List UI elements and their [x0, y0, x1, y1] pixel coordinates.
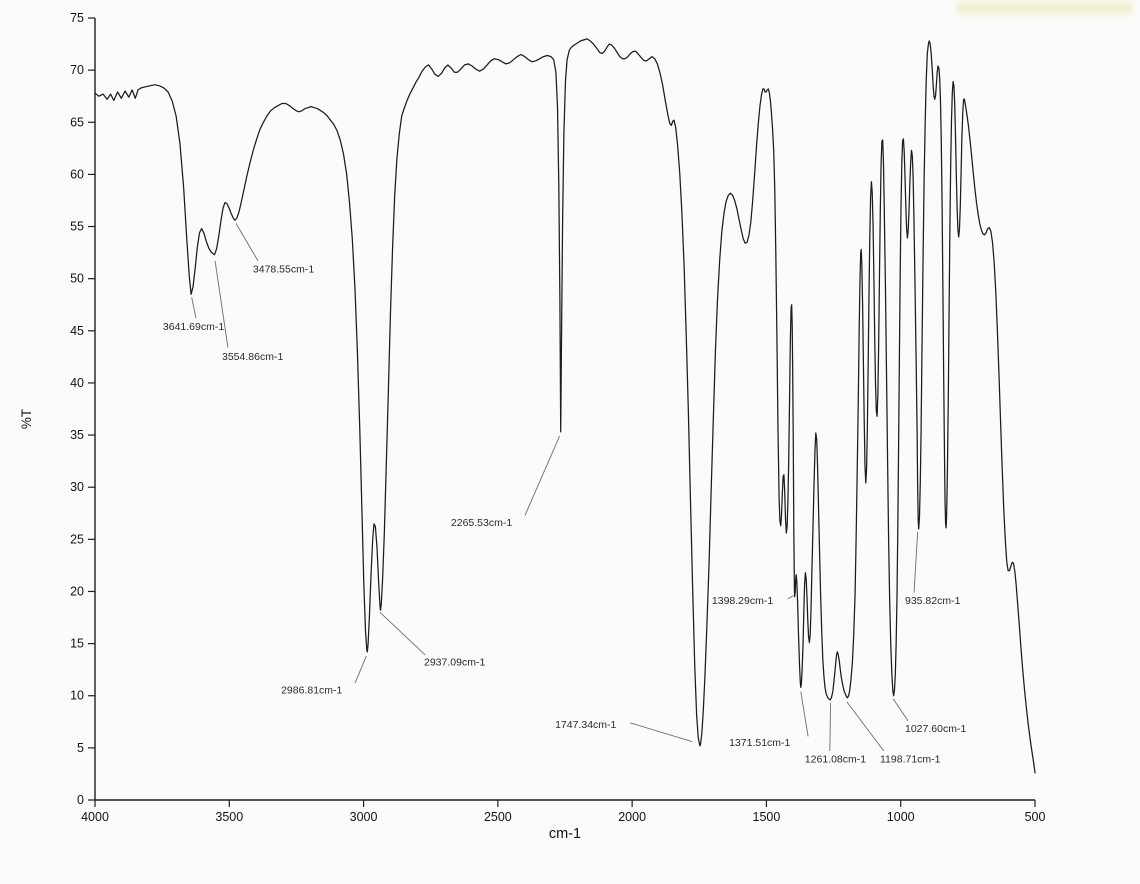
y-axis-title: %T — [19, 409, 34, 429]
peak-leader-line — [524, 435, 561, 516]
peak-leader-line — [846, 701, 885, 752]
peak-leader-line — [913, 531, 919, 593]
peak-label: 2265.53cm-1 — [451, 517, 512, 529]
peak-leader-line — [191, 297, 197, 319]
x-axis-title: cm-1 — [549, 826, 581, 842]
scan-artifact-smudge — [957, 2, 1132, 14]
x-tick-label: 3000 — [350, 810, 378, 824]
y-tick-label: 75 — [70, 11, 84, 25]
peak-leader-line — [629, 722, 693, 743]
x-tick-label: 4000 — [81, 810, 109, 824]
peak-label: 1371.51cm-1 — [729, 737, 790, 749]
y-tick-label: 40 — [70, 376, 84, 390]
y-tick-label: 15 — [70, 637, 84, 651]
y-tick-label: 30 — [70, 480, 84, 494]
y-tick-label: 5 — [77, 741, 84, 755]
y-tick-label: 70 — [70, 63, 84, 77]
y-tick-label: 55 — [70, 220, 84, 234]
peak-label: 2937.09cm-1 — [424, 657, 485, 669]
y-tick-label: 0 — [77, 793, 84, 807]
peak-label: 1198.71cm-1 — [880, 754, 941, 766]
peak-label: 3641.69cm-1 — [163, 321, 224, 333]
peak-leader-line — [379, 611, 426, 656]
peak-label: 935.82cm-1 — [905, 595, 961, 607]
peak-label: 1398.29cm-1 — [712, 595, 773, 607]
x-tick-label: 500 — [1025, 810, 1046, 824]
peak-leader-line — [214, 260, 229, 348]
y-tick-label: 20 — [70, 584, 84, 598]
peak-leader-line — [235, 223, 259, 262]
peak-label: 1747.34cm-1 — [555, 719, 616, 731]
peak-leader-line — [892, 698, 909, 722]
peak-leader-line — [787, 595, 794, 600]
peak-label: 3554.86cm-1 — [222, 351, 283, 363]
y-tick-label: 45 — [70, 324, 84, 338]
peak-leader-line — [829, 702, 832, 752]
spectrum-curve — [94, 38, 1036, 774]
x-tick-label: 1500 — [753, 810, 781, 824]
peak-label: 1027.60cm-1 — [905, 723, 966, 735]
x-tick-label: 2000 — [618, 810, 646, 824]
x-tick-label: 2500 — [484, 810, 512, 824]
peak-leader-line — [354, 655, 367, 684]
peak-leader-line — [800, 691, 809, 737]
x-tick-label: 1000 — [887, 810, 915, 824]
y-tick-label: 65 — [70, 115, 84, 129]
x-tick-label: 3500 — [215, 810, 243, 824]
peak-label: 3478.55cm-1 — [253, 263, 314, 275]
y-tick-label: 25 — [70, 532, 84, 546]
peak-label: 1261.08cm-1 — [805, 754, 866, 766]
y-tick-label: 35 — [70, 428, 84, 442]
y-tick-label: 60 — [70, 167, 84, 181]
peak-label: 2986.81cm-1 — [281, 685, 342, 697]
y-tick-label: 50 — [70, 272, 84, 286]
y-tick-label: 10 — [70, 689, 84, 703]
